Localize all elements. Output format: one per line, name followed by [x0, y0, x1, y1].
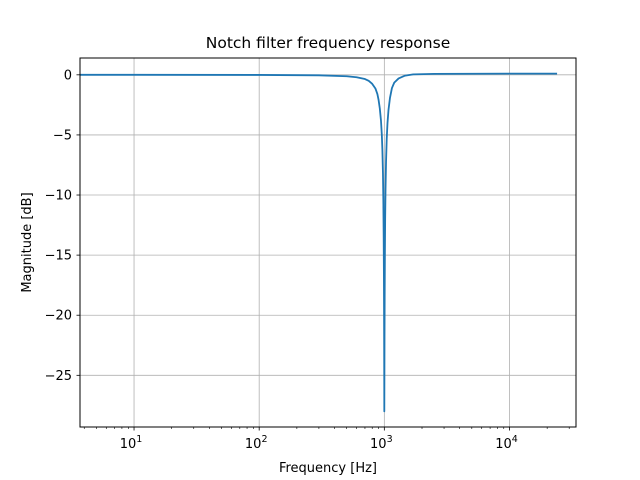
x-tick-label: 103 [370, 434, 393, 452]
y-tick-label: −10 [45, 189, 72, 204]
y-tick-label: −20 [45, 309, 72, 324]
x-tick-label: 102 [245, 434, 268, 452]
y-tick-label: −5 [53, 128, 72, 143]
grid [80, 58, 576, 427]
y-tick-label: 0 [64, 68, 72, 83]
x-tick-label: 104 [495, 434, 518, 452]
y-tick-label: −25 [45, 369, 72, 384]
chart-title: Notch filter frequency response [206, 34, 450, 52]
series-line [80, 72, 558, 413]
plot-frame [79, 57, 577, 428]
x-axis-title: Frequency [Hz] [279, 461, 377, 476]
ticks: 101 102 103 104 0 −5 −10 −15 −20 −25 [45, 68, 570, 452]
series-layer [80, 72, 558, 413]
y-axis-title: Magnitude [dB] [20, 192, 35, 292]
x-tick-label: 101 [120, 434, 143, 452]
y-tick-label: −15 [45, 249, 72, 264]
